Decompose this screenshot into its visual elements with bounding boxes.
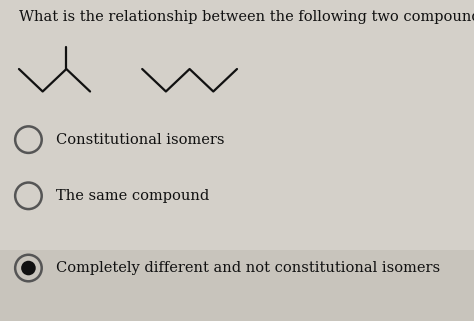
Text: Constitutional isomers: Constitutional isomers <box>56 133 224 147</box>
Text: The same compound: The same compound <box>56 189 209 203</box>
FancyBboxPatch shape <box>0 250 474 321</box>
Text: What is the relationship between the following two compounds?: What is the relationship between the fol… <box>19 10 474 24</box>
Text: Completely different and not constitutional isomers: Completely different and not constitutio… <box>56 261 440 275</box>
Ellipse shape <box>21 261 36 275</box>
